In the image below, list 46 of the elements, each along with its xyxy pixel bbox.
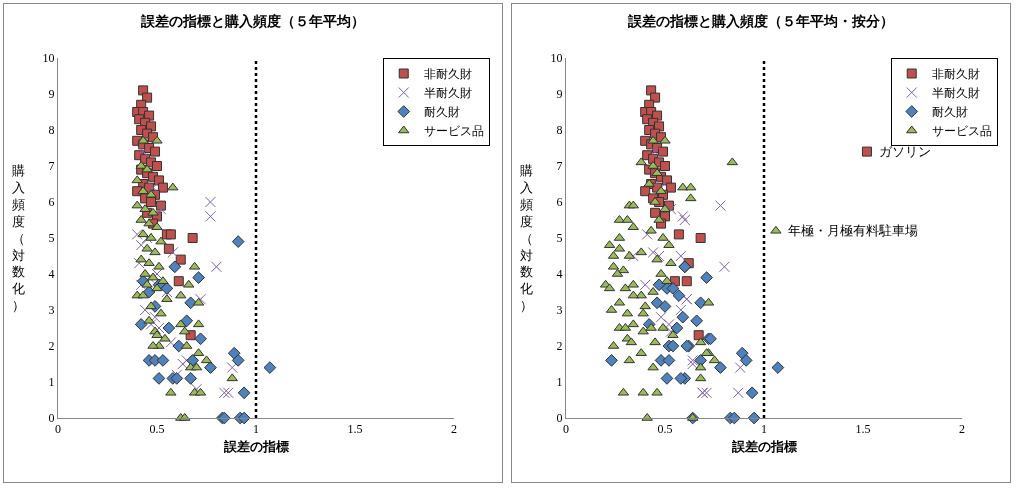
y-tick-label: 4 (48, 267, 55, 282)
y-tick-label: 6 (48, 195, 55, 210)
chart-title: 誤差の指標と購入頻度（５年平均・按分） (627, 12, 894, 29)
x-tick-label: 0.5 (149, 422, 165, 437)
chart-title: 誤差の指標と購入頻度（５年平均） (140, 12, 365, 29)
legend-label: 半耐久財 (931, 86, 980, 101)
legend-label: 半耐久財 (423, 86, 472, 101)
x-axis-title: 誤差の指標 (222, 439, 289, 454)
x-tick-label: 1 (761, 422, 767, 437)
y-tick-label: 1 (48, 375, 55, 390)
y-tick-label: 6 (556, 195, 563, 210)
x-tick-label: 1.5 (855, 422, 871, 437)
x-tick-label: 2 (959, 422, 965, 437)
y-tick-label: 2 (48, 339, 55, 354)
y-tick-label: 3 (556, 303, 563, 318)
y-tick-label: 3 (48, 303, 55, 318)
legend-label: 耐久財 (931, 105, 968, 120)
y-tick-label: 10 (42, 51, 55, 66)
y-tick-label: 0 (556, 411, 563, 426)
y-tick-label: 7 (48, 159, 55, 174)
x-axis-title: 誤差の指標 (730, 439, 797, 454)
x-tick-label: 1 (253, 422, 259, 437)
y-tick-label: 7 (556, 159, 563, 174)
text: 購入頻度（対数化） (12, 163, 25, 314)
y-tick-label: 0 (48, 411, 55, 426)
legend-label: 耐久財 (423, 105, 460, 120)
legend-label: サービス品 (931, 124, 992, 139)
legend-label: 非耐久財 (423, 67, 472, 82)
x-tick-label: 1.5 (347, 422, 363, 437)
y-tick-label: 4 (556, 267, 563, 282)
y-tick-label: 9 (556, 87, 563, 102)
text: 購入頻度（対数化） (520, 163, 533, 314)
legend-label: 非耐久財 (931, 67, 980, 82)
x-tick-label: 2 (451, 422, 457, 437)
annotation: 年極・月極有料駐車場 (788, 223, 918, 238)
y-tick-label: 2 (556, 339, 563, 354)
y-tick-label: 1 (556, 375, 563, 390)
y-tick-label: 8 (48, 123, 55, 138)
legend-label: サービス品 (423, 124, 484, 139)
y-tick-label: 10 (550, 51, 563, 66)
annotation: ガソリン (879, 144, 931, 159)
y-tick-label: 8 (556, 123, 563, 138)
y-tick-label: 9 (48, 87, 55, 102)
y-tick-label: 5 (556, 231, 563, 246)
y-tick-label: 5 (48, 231, 55, 246)
x-tick-label: 0.5 (657, 422, 673, 437)
